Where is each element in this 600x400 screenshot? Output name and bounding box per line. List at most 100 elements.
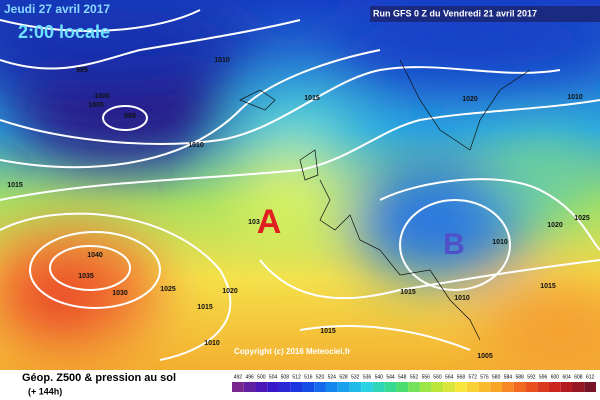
isobar-lines xyxy=(0,9,600,361)
isobar-label: 1000 xyxy=(94,93,110,100)
isobar-label: 1030 xyxy=(112,290,128,297)
scale-swatch xyxy=(325,382,338,392)
isobar-label: 1015 xyxy=(7,182,23,189)
isobar-label: 1010 xyxy=(204,340,220,347)
scale-label: 600 xyxy=(551,374,560,380)
copyright: Copyright (c) 2016 Meteociel.fr xyxy=(234,347,350,356)
scale-swatch xyxy=(314,382,326,392)
scale-swatch xyxy=(349,382,362,392)
scale-label: 588 xyxy=(516,374,525,380)
scale-swatch xyxy=(502,382,514,392)
scale-label: 592 xyxy=(527,374,536,380)
scale-swatch xyxy=(560,382,573,392)
scale-swatch xyxy=(455,382,467,392)
scale-swatch xyxy=(584,382,596,392)
scale-swatch xyxy=(525,382,538,392)
scale-label: 540 xyxy=(375,374,384,380)
high-center: A xyxy=(257,203,282,241)
scale-label: 564 xyxy=(445,374,454,380)
scale-swatch xyxy=(431,382,444,392)
isobar-label: 1005 xyxy=(88,102,104,109)
scale-swatch xyxy=(549,382,561,392)
isobar-label: 1020 xyxy=(547,222,563,229)
scale-label: 568 xyxy=(457,374,466,380)
run-banner xyxy=(370,6,600,22)
scale-swatch xyxy=(243,382,256,392)
run-info: Run GFS 0 Z du Vendredi 21 avril 2017 xyxy=(373,8,537,18)
scale-swatch xyxy=(278,382,291,392)
scale-label: 608 xyxy=(574,374,583,380)
isobar-label: 1015 xyxy=(540,283,556,290)
isobar-label: 1020 xyxy=(222,288,238,295)
scale-label: 572 xyxy=(469,374,478,380)
scale-swatch xyxy=(302,382,315,392)
scale-label: 500 xyxy=(257,374,266,380)
time: 2:00 locale xyxy=(18,22,110,42)
scale-label: 576 xyxy=(480,374,489,380)
coastlines xyxy=(239,59,531,341)
scale-label: 524 xyxy=(328,374,337,380)
scale-swatch xyxy=(361,382,373,392)
scale-swatch xyxy=(513,382,526,392)
isobar-label: 1010 xyxy=(492,239,508,246)
scale-swatch xyxy=(490,382,503,392)
scale-swatch xyxy=(267,382,279,392)
isobar-label: 1015 xyxy=(197,304,213,311)
scale-swatch xyxy=(408,382,420,392)
isobar-label: 1010 xyxy=(567,94,583,101)
scale-label: 580 xyxy=(492,374,501,380)
isobar-label: 1025 xyxy=(574,215,590,222)
scale-swatch xyxy=(337,382,350,392)
isobar-label: 103 xyxy=(248,219,260,226)
scale-swatch xyxy=(537,382,550,392)
scale-swatch xyxy=(384,382,397,392)
isobar-label: 1015 xyxy=(320,328,336,335)
scale-label: 560 xyxy=(433,374,442,380)
scale-label: 596 xyxy=(539,374,548,380)
scale-label: 496 xyxy=(245,374,254,380)
scale-label: 532 xyxy=(351,374,360,380)
scale-swatch xyxy=(478,382,491,392)
scale-label: 584 xyxy=(504,374,513,380)
scale-swatch xyxy=(290,382,303,392)
scale-label: 492 xyxy=(234,374,243,380)
scale-swatch xyxy=(396,382,409,392)
footer-title: Géop. Z500 & pression au sol xyxy=(22,372,176,384)
isobar-label: 1010 xyxy=(454,295,470,302)
isobar-label: 995 xyxy=(76,67,88,74)
scale-label: 508 xyxy=(281,374,290,380)
scale-swatch xyxy=(466,382,479,392)
isobar-label: 1010 xyxy=(214,57,230,64)
scale-label: 520 xyxy=(316,374,325,380)
isobar-label: 1010 xyxy=(188,142,204,149)
isobar-label: 1035 xyxy=(78,273,94,280)
isobar-label: 1005 xyxy=(477,353,493,360)
scale-swatch xyxy=(232,382,244,392)
scale-label: 528 xyxy=(339,374,348,380)
scale-swatch xyxy=(372,382,385,392)
scale-swatch xyxy=(419,382,432,392)
isobar-label: 1020 xyxy=(462,96,478,103)
field xyxy=(0,0,600,380)
scale-label: 612 xyxy=(586,374,595,380)
scale-label: 516 xyxy=(304,374,313,380)
scale-swatch xyxy=(572,382,585,392)
scale-label: 512 xyxy=(292,374,301,380)
scale-label: 504 xyxy=(269,374,278,380)
scale-label: 552 xyxy=(410,374,419,380)
scale-swatch xyxy=(255,382,268,392)
isobar-label: 995 xyxy=(124,113,136,120)
footer-lead: (+ 144h) xyxy=(28,386,62,396)
date: Jeudi 27 avril 2017 xyxy=(4,2,110,16)
scale-swatch xyxy=(443,382,456,392)
isobar-label: 1015 xyxy=(400,289,416,296)
isobar-label: 1015 xyxy=(304,95,320,102)
scale-label: 544 xyxy=(386,374,395,380)
low-center: B xyxy=(443,228,465,261)
scale-label: 604 xyxy=(562,374,571,380)
isobar-label: 1040 xyxy=(87,252,103,259)
scale-label: 556 xyxy=(422,374,431,380)
isobar-label: 1025 xyxy=(160,286,176,293)
scale-label: 548 xyxy=(398,374,407,380)
